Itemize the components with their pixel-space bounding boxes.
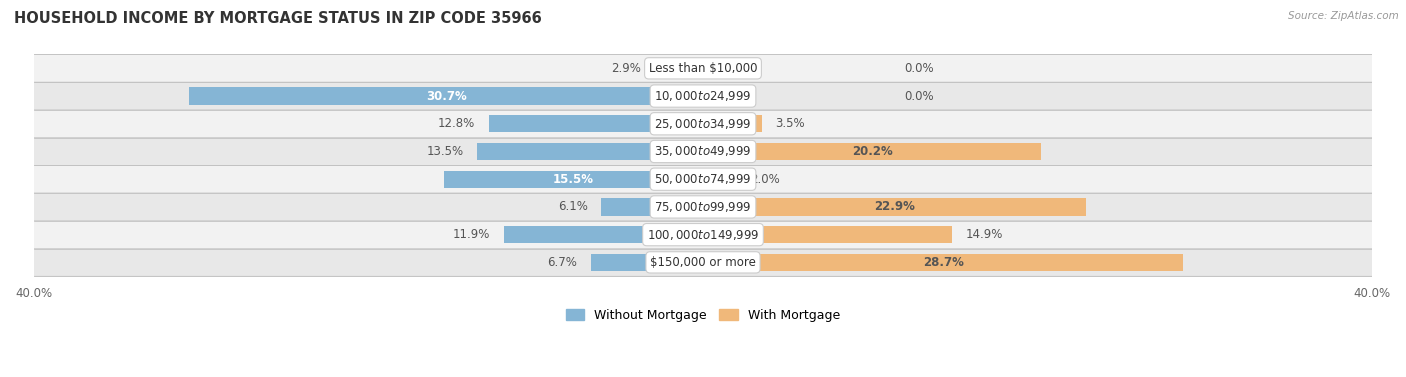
Bar	[703, 171, 737, 188]
Text: Less than $10,000: Less than $10,000	[648, 62, 758, 75]
Legend: Without Mortgage, With Mortgage: Without Mortgage, With Mortgage	[561, 304, 845, 327]
Text: 15.5%: 15.5%	[553, 173, 593, 186]
Text: 0.0%: 0.0%	[904, 62, 934, 75]
Text: 20.2%: 20.2%	[852, 145, 893, 158]
Bar	[600, 198, 703, 216]
FancyBboxPatch shape	[34, 138, 1372, 166]
Text: 0.0%: 0.0%	[904, 90, 934, 103]
Text: $100,000 to $149,999: $100,000 to $149,999	[647, 228, 759, 242]
Text: 30.7%: 30.7%	[426, 90, 467, 103]
Text: 22.9%: 22.9%	[875, 201, 915, 213]
FancyBboxPatch shape	[34, 110, 1372, 138]
Text: 28.7%: 28.7%	[922, 256, 963, 269]
Text: $150,000 or more: $150,000 or more	[650, 256, 756, 269]
Bar	[591, 254, 703, 271]
FancyBboxPatch shape	[34, 82, 1372, 110]
Text: 6.7%: 6.7%	[547, 256, 578, 269]
Text: HOUSEHOLD INCOME BY MORTGAGE STATUS IN ZIP CODE 35966: HOUSEHOLD INCOME BY MORTGAGE STATUS IN Z…	[14, 11, 541, 26]
Text: 2.9%: 2.9%	[612, 62, 641, 75]
Text: 11.9%: 11.9%	[453, 228, 491, 241]
Bar	[703, 198, 1087, 216]
Text: Source: ZipAtlas.com: Source: ZipAtlas.com	[1288, 11, 1399, 21]
Text: 13.5%: 13.5%	[426, 145, 464, 158]
Text: 2.0%: 2.0%	[749, 173, 779, 186]
Text: 14.9%: 14.9%	[966, 228, 1002, 241]
Bar	[703, 254, 1184, 271]
Text: 3.5%: 3.5%	[775, 117, 804, 130]
Bar	[703, 226, 952, 243]
Bar	[703, 115, 762, 132]
FancyBboxPatch shape	[34, 193, 1372, 221]
FancyBboxPatch shape	[34, 221, 1372, 248]
Text: $75,000 to $99,999: $75,000 to $99,999	[654, 200, 752, 214]
Bar	[443, 171, 703, 188]
FancyBboxPatch shape	[34, 166, 1372, 193]
Bar	[477, 143, 703, 160]
Text: 6.1%: 6.1%	[558, 201, 588, 213]
FancyBboxPatch shape	[34, 54, 1372, 82]
Bar	[654, 60, 703, 77]
Text: $35,000 to $49,999: $35,000 to $49,999	[654, 144, 752, 158]
Text: 12.8%: 12.8%	[439, 117, 475, 130]
Text: $25,000 to $34,999: $25,000 to $34,999	[654, 117, 752, 131]
Bar	[489, 115, 703, 132]
Text: $50,000 to $74,999: $50,000 to $74,999	[654, 172, 752, 186]
Bar	[703, 143, 1040, 160]
Text: $10,000 to $24,999: $10,000 to $24,999	[654, 89, 752, 103]
Bar	[503, 226, 703, 243]
FancyBboxPatch shape	[34, 248, 1372, 276]
Bar	[190, 87, 703, 105]
